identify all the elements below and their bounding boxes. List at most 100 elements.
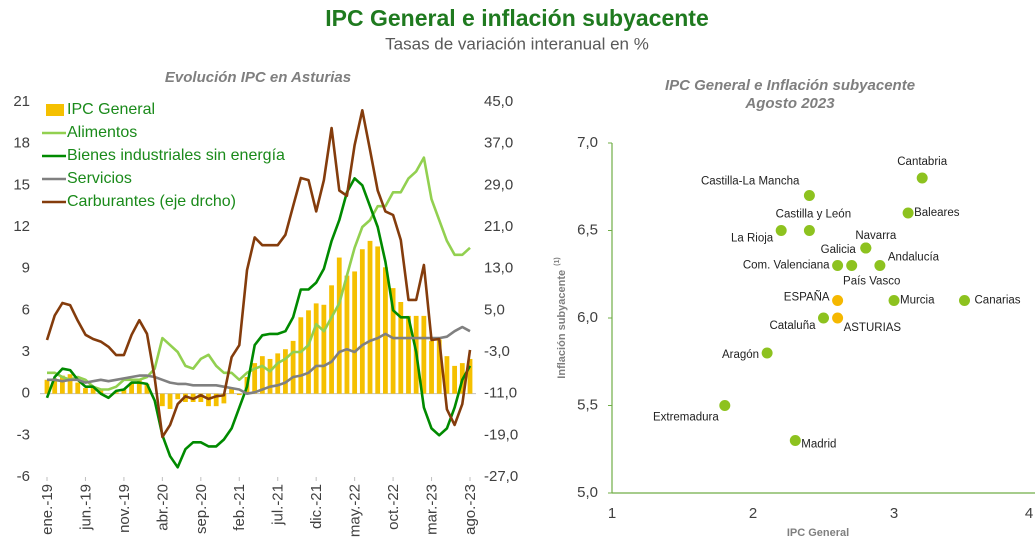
y-axis-label-note: (1)	[554, 257, 561, 266]
point	[832, 295, 844, 306]
bar	[259, 356, 265, 394]
point-label: Cantabria	[897, 156, 947, 168]
x-tick-label: 2	[749, 505, 757, 522]
bar	[144, 383, 150, 394]
legend-label: IPC General	[67, 101, 155, 118]
y-tick-label: 5,5	[577, 396, 598, 413]
bar	[383, 267, 388, 394]
bar	[252, 363, 258, 394]
y-tick-label: 5,0	[577, 484, 598, 501]
y-tick-label: 3	[22, 343, 30, 360]
point-label: Aragón	[722, 349, 759, 361]
y2-tick-label: 13,0	[484, 260, 513, 277]
bar	[429, 340, 434, 394]
point	[902, 207, 914, 219]
bar	[406, 315, 411, 394]
y-tick-label: 15	[13, 176, 30, 193]
bar	[136, 379, 142, 394]
x-tick-label: sep.-20	[193, 484, 210, 534]
y-axis-label: Inflación subyacente (1)	[554, 257, 568, 378]
y2-tick-label: -27,0	[484, 468, 518, 485]
line-series	[45, 109, 472, 439]
bar	[90, 386, 96, 394]
bar	[121, 389, 127, 394]
bar	[352, 271, 358, 394]
x-tick-label: nov.-19	[116, 484, 133, 533]
point	[874, 260, 886, 271]
bar	[367, 240, 373, 394]
chart-subtitle: Agosto 2023	[744, 95, 835, 112]
point-label: País Vasco	[843, 276, 900, 288]
bar	[390, 288, 396, 394]
x-tick-label: mar.-23	[424, 484, 441, 535]
x-tick-label: oct.-22	[385, 484, 402, 530]
bar	[198, 393, 204, 402]
y-tick-label: -6	[17, 468, 30, 485]
x-tick-label: 1	[608, 505, 616, 522]
point	[719, 400, 731, 411]
y2-tick-label: 45,0	[484, 93, 513, 110]
point-label: Canarias	[975, 295, 1021, 307]
bar	[113, 392, 119, 394]
y-tick-label: 18	[13, 135, 30, 152]
bar	[75, 382, 81, 394]
page-subtitle: Tasas de variación interanual en %	[385, 34, 649, 53]
bar	[52, 378, 58, 394]
bar	[44, 379, 50, 394]
bar	[59, 375, 65, 394]
y-axis-label-text: Inflación subyacente	[556, 270, 568, 379]
bar	[375, 246, 381, 394]
y-tick-label: 6,5	[577, 221, 598, 238]
legend-label: Carburantes (eje drcho)	[67, 193, 236, 210]
chart-title: Evolución IPC en Asturias	[165, 69, 351, 86]
bar	[213, 393, 219, 407]
point-label: Castilla y León	[776, 209, 851, 221]
x-axis-label: IPC General	[787, 527, 849, 539]
page-title: IPC General e inflación subyacente	[325, 5, 708, 31]
x-tick-label: feb.-21	[231, 484, 248, 531]
bar	[290, 340, 296, 394]
bar	[359, 249, 365, 394]
bar	[175, 393, 181, 400]
bar	[321, 304, 327, 394]
legend-swatch	[46, 104, 64, 116]
legend-label: Servicios	[67, 170, 132, 187]
bar	[159, 393, 165, 407]
y2-tick-label: 37,0	[484, 135, 513, 152]
y-tick-label: 6	[22, 301, 30, 318]
x-tick-label: abr.-20	[154, 484, 171, 531]
y2-tick-label: -11,0	[484, 385, 517, 402]
point-label: ASTURIAS	[844, 322, 902, 334]
point-label: ESPAÑA	[784, 291, 830, 304]
point-label: La Rioja	[731, 233, 774, 245]
bar	[67, 374, 73, 394]
y-tick-label: 21	[13, 93, 30, 110]
bar	[436, 339, 442, 394]
point-label: Cataluña	[769, 320, 816, 332]
point-label: Andalucía	[888, 252, 940, 264]
x-tick-label: jul.-21	[270, 484, 287, 526]
y-tick-label: 0	[22, 385, 30, 402]
point-label: Navarra	[855, 230, 897, 242]
bar	[98, 389, 104, 394]
y2-tick-label: 5,0	[484, 301, 505, 318]
y2-tick-label: 29,0	[484, 176, 513, 193]
bar	[467, 358, 473, 394]
point-label: Madrid	[801, 439, 836, 451]
line-series	[47, 325, 471, 395]
legend-label: Alimentos	[67, 124, 137, 141]
legend-label: Bienes industriales sin energía	[67, 147, 285, 164]
point-label: Com. Valenciana	[743, 260, 830, 272]
point	[775, 225, 787, 236]
bar	[421, 315, 427, 394]
point	[888, 295, 900, 306]
x-tick-label: 3	[890, 505, 898, 522]
y2-tick-label: -19,0	[484, 426, 518, 443]
bar	[444, 356, 450, 394]
point	[846, 260, 858, 271]
point-label: Extremadura	[653, 412, 719, 424]
y-tick-label: 9	[22, 260, 30, 277]
bar	[236, 393, 242, 396]
y2-tick-label: -3,0	[484, 343, 510, 360]
